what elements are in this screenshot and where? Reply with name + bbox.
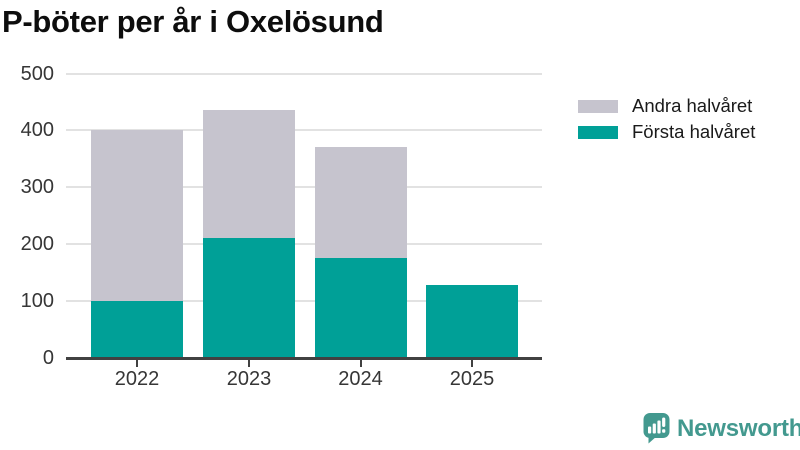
brand-name: Newsworthy [677,414,800,442]
x-axis-tick [359,360,362,367]
chart-title: P-böter per år i Oxelösund [2,4,384,39]
bar-2022-forsta-halvaret [91,300,183,358]
bar-2025-forsta-halvaret [426,284,518,358]
y-axis-tick-label: 200 [20,232,54,255]
y-axis-tick-label: 300 [20,176,54,199]
x-axis-tick [248,360,250,367]
x-axis-tick-label: 2025 [449,368,495,390]
x-axis-tick [136,360,138,367]
x-axis-tick-label: 2024 [338,368,383,390]
legend-swatch-forsta-halvaret [578,125,618,139]
y-axis-tick-label: 400 [20,119,54,142]
legend-label-forsta-halvaret: Första halvåret [632,121,756,142]
legend-swatch-andra-halvaret [578,99,618,113]
legend-item-forsta-halvaret: Första halvåret [578,119,755,145]
legend: Andra halvåret Första halvåret [578,93,755,145]
x-axis-tick-label: 2023 [226,368,272,390]
x-axis-line [66,357,542,360]
y-axis-tick-label: 100 [20,289,54,312]
gridline-300 [66,186,542,189]
x-axis-tick-label: 2022 [114,368,160,390]
bar-2022-andra-halvaret [91,130,183,301]
newsworthy-logo: Newsworthy [643,412,800,445]
newsworthy-bar-chart-bubble-icon [643,413,670,444]
bar-2024-forsta-halvaret [314,258,407,358]
x-axis-tick [471,360,473,367]
gridline-500 [66,72,542,75]
legend-item-andra-halvaret: Andra halvåret [578,93,755,119]
bar-2023-andra-halvaret [203,110,295,239]
bar-2024-andra-halvaret [314,147,407,259]
gridline-400 [66,129,542,132]
gridline-100 [66,299,542,302]
bar-2023-forsta-halvaret [203,238,295,358]
gridline-200 [66,242,542,245]
legend-label-andra-halvaret: Andra halvåret [632,95,753,116]
y-axis-tick-label: 500 [20,62,54,85]
y-axis-tick-label: 0 [42,346,54,369]
